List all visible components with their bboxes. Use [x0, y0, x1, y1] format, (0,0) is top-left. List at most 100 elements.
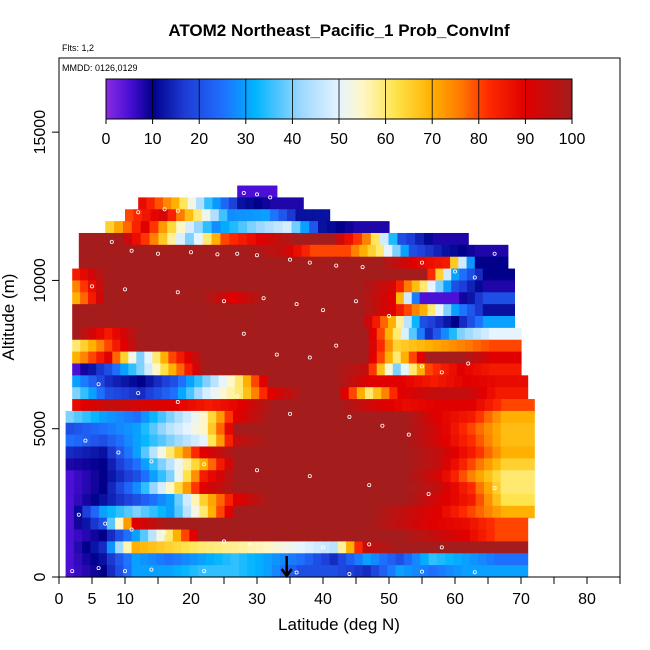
- heatmap-cell: [72, 363, 81, 376]
- heatmap-cell: [112, 387, 122, 400]
- heatmap-cell: [261, 268, 271, 282]
- heatmap-cell: [433, 482, 443, 495]
- heatmap-cell: [283, 375, 293, 388]
- heatmap-cell: [403, 541, 413, 554]
- heatmap-cell: [194, 375, 203, 388]
- heatmap-cell: [474, 244, 484, 258]
- heatmap-cell: [177, 244, 187, 258]
- heatmap-cell: [337, 529, 347, 543]
- heatmap-cell: [238, 529, 248, 543]
- heatmap-cell: [443, 316, 452, 329]
- heatmap-cell: [278, 209, 288, 222]
- heatmap-cell: [486, 553, 496, 566]
- flight-point: [116, 450, 121, 455]
- heatmap-cell: [517, 493, 527, 507]
- heatmap-cell: [416, 351, 426, 365]
- heatmap-cell: [206, 280, 215, 293]
- heatmap-cell: [153, 387, 163, 400]
- heatmap-cell: [475, 446, 485, 459]
- heatmap-cell: [148, 553, 157, 566]
- heatmap-cell: [435, 399, 445, 412]
- heatmap-cell: [496, 327, 506, 341]
- heatmap-cell: [395, 268, 405, 282]
- heatmap-cell: [426, 399, 436, 412]
- heatmap-cell: [483, 446, 493, 459]
- heatmap-cell: [214, 541, 223, 554]
- heatmap-cell: [332, 316, 342, 329]
- heatmap-cell: [337, 541, 347, 554]
- heatmap-cell: [478, 541, 487, 554]
- heatmap-cell: [464, 363, 474, 376]
- heatmap-cell: [490, 292, 500, 305]
- heatmap-cell: [375, 422, 385, 436]
- heatmap-cell: [230, 553, 240, 566]
- heatmap-cell: [107, 482, 117, 495]
- heatmap-cell: [261, 316, 271, 329]
- heatmap-cell: [248, 351, 258, 365]
- heatmap-cell: [72, 339, 81, 353]
- heatmap-cell: [525, 399, 535, 412]
- heatmap-cell: [166, 434, 175, 448]
- heatmap-cell: [341, 493, 351, 507]
- heatmap-cell: [146, 197, 156, 210]
- heatmap-cell: [148, 529, 157, 543]
- heatmap-cell: [128, 327, 137, 341]
- heatmap-cell: [123, 565, 133, 578]
- heatmap-cell: [324, 316, 334, 329]
- heatmap-cell: [129, 399, 139, 412]
- heatmap-cell: [332, 375, 342, 388]
- heatmap-cell: [267, 387, 277, 400]
- heatmap-cell: [252, 244, 261, 258]
- heatmap-cell: [136, 327, 145, 341]
- heatmap-cell: [517, 505, 527, 519]
- heatmap-cell: [461, 565, 471, 578]
- heatmap-cell: [128, 363, 137, 376]
- heatmap-cell: [249, 446, 259, 459]
- heatmap-cell: [403, 565, 413, 578]
- heatmap-cell: [376, 327, 386, 341]
- heatmap-cell: [420, 565, 430, 578]
- heatmap-cell: [260, 244, 270, 258]
- colorbar-tick-label: 0: [102, 131, 111, 148]
- heatmap-cell: [230, 304, 239, 317]
- heatmap-cell: [99, 458, 109, 471]
- heatmap-cell: [230, 292, 239, 305]
- heatmap-cell: [341, 470, 351, 483]
- heatmap-cell: [174, 434, 184, 448]
- heatmap-cell: [111, 268, 121, 282]
- heatmap-cell: [291, 482, 301, 495]
- heatmap-cell: [441, 232, 452, 246]
- heatmap-cell: [90, 517, 100, 531]
- heatmap-cell: [127, 280, 136, 293]
- heatmap-cell: [253, 316, 263, 329]
- heatmap-cell: [482, 280, 492, 293]
- x-tick-label: 30: [248, 591, 266, 608]
- heatmap-cell: [360, 351, 370, 365]
- heatmap-cell: [304, 209, 314, 222]
- heatmap-cell: [191, 434, 201, 448]
- heatmap-cell: [296, 351, 306, 365]
- heatmap-cell: [525, 422, 535, 436]
- heatmap-cell: [446, 387, 456, 400]
- heatmap-cell: [212, 399, 222, 412]
- heatmap-cell: [115, 517, 124, 531]
- heatmap-cell: [451, 268, 460, 282]
- heatmap-cell: [525, 482, 535, 495]
- heatmap-cell: [148, 517, 157, 531]
- heatmap-cell: [403, 292, 413, 305]
- heatmap-cell: [400, 256, 410, 270]
- heatmap-cell: [403, 553, 413, 566]
- heatmap-cell: [245, 197, 255, 210]
- heatmap-cell: [140, 505, 150, 519]
- heatmap-cell: [191, 493, 201, 507]
- heatmap-cell: [442, 434, 452, 448]
- heatmap-cell: [397, 387, 407, 400]
- heatmap-cell: [181, 529, 190, 543]
- heatmap-cell: [174, 316, 184, 329]
- heatmap-cell: [120, 375, 130, 388]
- heatmap-cell: [274, 422, 284, 436]
- heatmap-cell: [232, 327, 242, 341]
- heatmap-cell: [312, 209, 322, 222]
- heatmap-cell: [164, 541, 174, 554]
- heatmap-cell: [358, 470, 368, 483]
